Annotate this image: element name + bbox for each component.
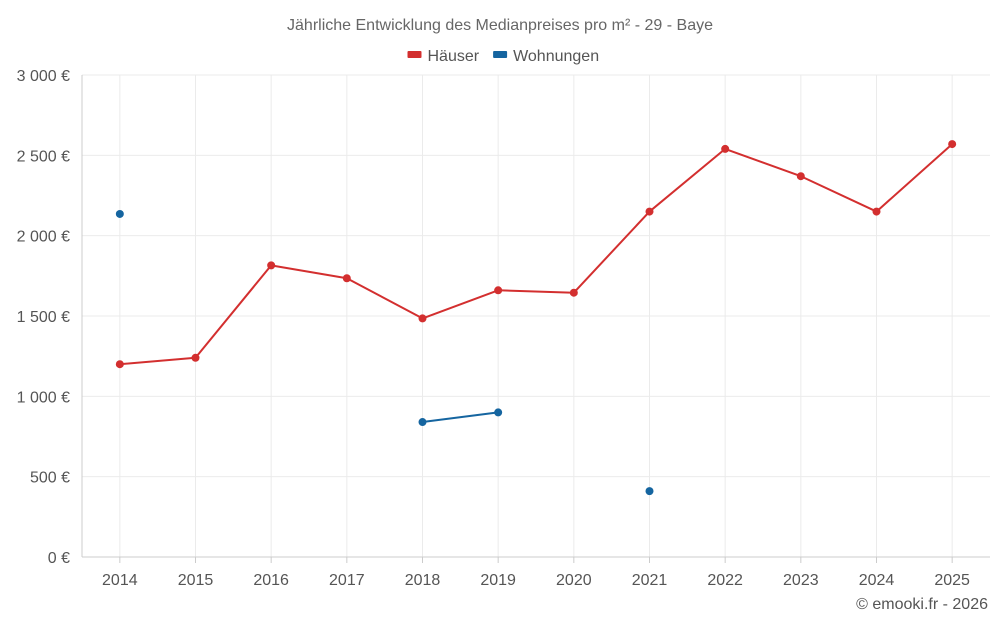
x-tick-label: 2016 — [253, 572, 289, 589]
x-tick-label: 2024 — [859, 572, 895, 589]
data-point — [418, 314, 427, 323]
y-tick-label: 3 000 € — [17, 68, 70, 85]
data-point — [115, 209, 124, 218]
data-point — [796, 172, 805, 181]
data-point — [721, 144, 730, 153]
y-tick-label: 1 000 € — [17, 389, 70, 406]
series-h-user — [115, 140, 957, 369]
x-tick-label: 2023 — [783, 572, 819, 589]
data-point — [872, 207, 881, 216]
series-line-segment — [497, 289, 575, 294]
legend-item: Wohnungen — [493, 48, 599, 65]
chart-title: Jährliche Entwicklung des Medianpreises … — [287, 17, 713, 34]
y-tick-label: 500 € — [30, 470, 70, 487]
data-point — [494, 286, 503, 295]
data-point — [645, 207, 654, 216]
series-line-segment — [270, 264, 348, 280]
series-line-segment — [648, 147, 727, 213]
x-tick-label: 2021 — [632, 572, 668, 589]
series-line-segment — [421, 289, 500, 320]
series-line-segment — [345, 277, 424, 320]
series-line-segment — [799, 175, 878, 213]
x-tick-label: 2017 — [329, 572, 365, 589]
data-point — [948, 140, 957, 149]
credit-text: © emooki.fr - 2026 — [856, 596, 988, 613]
x-tick-label: 2020 — [556, 572, 592, 589]
series-line-segment — [724, 147, 802, 178]
x-tick-label: 2018 — [405, 572, 441, 589]
y-tick-label: 2 500 € — [17, 148, 70, 165]
series-wohnungen — [115, 209, 654, 496]
series-line-segment — [572, 210, 651, 294]
series-line-segment — [118, 356, 197, 366]
series-line-segment — [421, 411, 500, 424]
data-point — [115, 360, 124, 369]
grid — [82, 74, 990, 557]
y-tick-label: 2 000 € — [17, 229, 70, 246]
data-point — [645, 487, 654, 496]
legend-label: Häuser — [428, 48, 480, 65]
x-tick-label: 2022 — [707, 572, 743, 589]
axes: 0 € 500 € 1 000 € 1 500 € 2 000 € 2 500 € 3 00… — [17, 68, 990, 589]
legend-item: Häuser — [407, 48, 480, 65]
data-point — [569, 288, 578, 297]
legend-swatch — [493, 51, 508, 58]
series-line-segment — [875, 143, 954, 213]
data-point — [267, 261, 276, 270]
data-point — [494, 408, 503, 417]
data-point — [191, 353, 200, 362]
series-layer — [115, 140, 957, 496]
series-line-segment — [194, 264, 273, 359]
x-tick-label: 2015 — [178, 572, 214, 589]
legend-swatch — [407, 51, 422, 58]
legend-label: Wohnungen — [513, 48, 599, 65]
legend: Häuser Wohnungen — [407, 48, 599, 65]
y-tick-label: 0 € — [48, 550, 70, 567]
x-tick-label: 2014 — [102, 572, 138, 589]
data-point — [342, 274, 351, 283]
y-tick-label: 1 500 € — [17, 309, 70, 326]
x-tick-label: 2019 — [480, 572, 516, 589]
x-tick-label: 2025 — [934, 572, 970, 589]
data-point — [418, 418, 427, 427]
